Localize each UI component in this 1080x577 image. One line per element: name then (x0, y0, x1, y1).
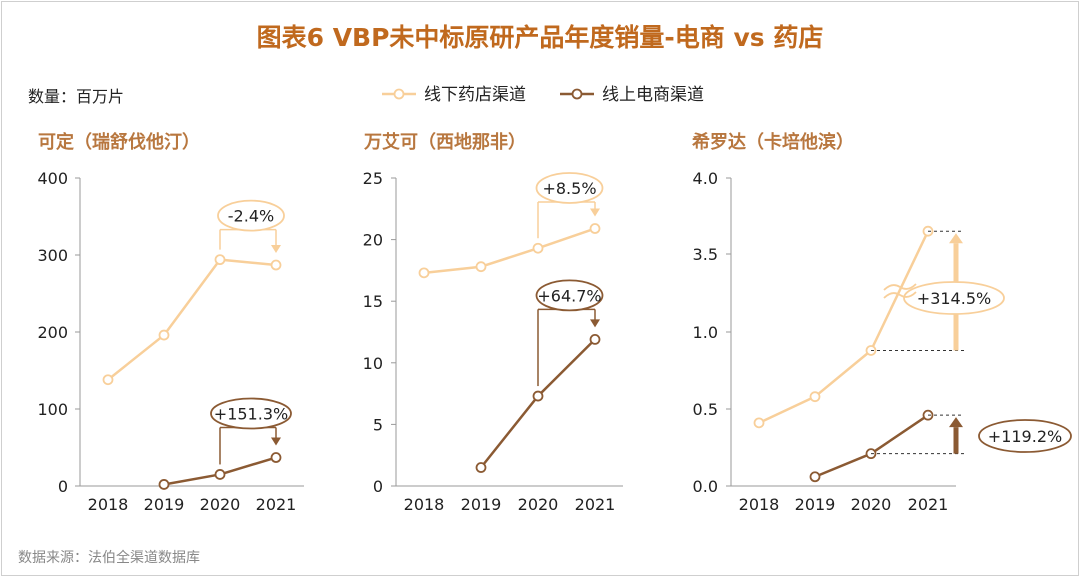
x-tick-label: 2019 (461, 495, 502, 514)
source-note: 数据来源：法伯全渠道数据库 (18, 549, 200, 566)
annotation-online: +151.3% (210, 397, 292, 465)
data-point-offline (102, 374, 114, 386)
y-tick-label: 10 (363, 354, 383, 373)
annotation-bubble (978, 419, 1072, 453)
annotation-arrowhead (949, 417, 963, 428)
panel-title: 希罗达（卡培他滨） (692, 131, 854, 153)
data-point-offline (589, 223, 601, 234)
panel-title: 可定（瑞舒伐他汀） (38, 131, 200, 153)
y-tick-label: 400 (37, 169, 68, 188)
y-tick-label: 0.0 (693, 477, 718, 496)
x-tick-label: 2018 (739, 495, 780, 514)
data-point-online (214, 469, 226, 480)
y-tick-label: 0 (373, 477, 383, 496)
y-tick-label: 100 (37, 400, 68, 419)
y-tick-label: 0.5 (693, 400, 718, 419)
chart-title: 图表6 VBP未中标原研产品年度销量-电商 vs 药店 (257, 23, 824, 52)
annotation-arrow-shaft (953, 427, 959, 454)
x-tick-label: 2018 (88, 495, 129, 514)
y-tick-label: 0 (58, 477, 68, 496)
annotation-label: +8.5% (542, 179, 596, 198)
chart-panel-2: 万艾可（西地那非） 0 5 10 15 20 25 2018 2019 2020 2021 +8.5%… (363, 131, 623, 514)
x-tick-label: 2021 (256, 495, 297, 514)
annotation-label: +119.2% (988, 427, 1062, 446)
legend-marker-online (571, 88, 583, 100)
annotation-bubble (535, 279, 604, 312)
y-tick-label: 15 (363, 292, 383, 311)
annotation-offline: -2.4% (217, 199, 285, 254)
legend-label-online: 线上电商渠道 (602, 85, 704, 105)
y-tick-label: 1.0 (693, 323, 718, 342)
y-tick-label: 200 (37, 323, 68, 342)
data-point-online (158, 479, 170, 490)
x-tick-label: 2020 (851, 495, 892, 514)
data-point-offline (418, 267, 430, 279)
panel-title: 万艾可（西地那非） (363, 131, 526, 153)
series-line-offline (423, 227, 596, 275)
data-point-offline (214, 254, 226, 266)
annotation-arrowhead (590, 208, 600, 217)
unit-label: 数量：百万片 (28, 87, 124, 106)
y-tick-label: 5 (373, 415, 383, 434)
series-online (475, 333, 601, 473)
legend: 线下药店渠道 线上电商渠道 (382, 85, 704, 105)
annotation-arrowhead (271, 245, 281, 254)
annotation-arrowhead (590, 319, 600, 328)
series-offline (102, 254, 282, 386)
data-point-online (589, 333, 601, 345)
annotation-label: +314.5% (917, 289, 991, 308)
legend-item-offline: 线下药店渠道 (382, 85, 526, 105)
x-tick-label: 2020 (200, 495, 241, 514)
annotation-online: +119.2% (871, 414, 1072, 455)
series-offline (418, 223, 601, 279)
data-point-online (475, 462, 487, 473)
y-tick-label: 20 (363, 231, 383, 250)
series-online (809, 409, 934, 483)
y-tick-label: 25 (363, 169, 383, 188)
annotation-offline: +8.5% (535, 172, 604, 239)
data-point-offline (475, 261, 487, 273)
data-point-online (270, 452, 282, 463)
data-point-online (809, 471, 821, 483)
annotation-offline: +314.5% (871, 230, 1005, 351)
annotation-online: +64.7% (535, 279, 604, 387)
x-tick-label: 2018 (404, 495, 445, 514)
legend-marker-offline (393, 88, 405, 100)
x-tick-label: 2021 (575, 495, 616, 514)
annotation-bubble (210, 397, 292, 430)
axis-break-mark (883, 283, 917, 299)
annotation-label: -2.4% (228, 207, 274, 226)
x-tick-label: 2020 (518, 495, 559, 514)
annotation-label: +151.3% (214, 405, 288, 424)
y-tick-label: 300 (37, 246, 68, 265)
chart-panel-1: 可定（瑞舒伐他汀） 0 100 200 300 400 2018 2019 2020 2021 -2… (37, 131, 304, 514)
data-point-offline (809, 391, 821, 403)
series-line-offline (107, 258, 277, 381)
annotation-bubble (217, 199, 285, 232)
series-offline (753, 225, 934, 429)
x-tick-label: 2019 (144, 495, 185, 514)
legend-label-offline: 线下药店渠道 (424, 85, 526, 105)
annotation-bubble (535, 172, 604, 204)
y-tick-label: 4.0 (693, 169, 718, 188)
data-point-offline (753, 417, 765, 429)
series-line-offline (758, 230, 930, 424)
annotation-bubble (903, 281, 1005, 315)
x-tick-label: 2021 (908, 495, 949, 514)
series-line-online (814, 414, 929, 478)
x-tick-label: 2019 (795, 495, 836, 514)
annotation-arrowhead (949, 233, 963, 244)
data-point-offline (532, 242, 544, 254)
annotation-label: +64.7% (537, 286, 601, 305)
legend-item-online: 线上电商渠道 (560, 85, 704, 105)
annotation-arrowhead (271, 437, 281, 446)
data-point-offline (270, 259, 282, 271)
series-online (158, 452, 282, 490)
data-point-offline (158, 329, 170, 341)
y-tick-label: 3.5 (693, 245, 718, 264)
chart-panel-3: 希罗达（卡培他滨） 0.0 0.5 1.0 3.5 4.0 2018 2019 2020 2021… (692, 131, 1072, 514)
data-point-online (532, 390, 544, 402)
